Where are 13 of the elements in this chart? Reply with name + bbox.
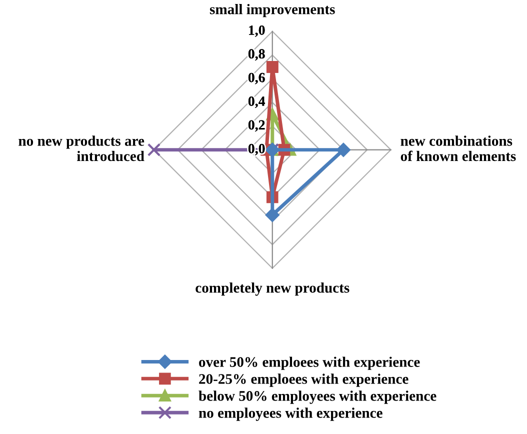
spoke-label: new combinations of known elements (400, 136, 516, 162)
y-tick-label: 0,8 (248, 49, 265, 61)
spoke-label: small improvements (210, 4, 335, 18)
legend-label: below 50% employees with experience (198, 390, 436, 404)
spoke-label: no new products are introduced (18, 136, 144, 162)
legend-label: no employees with experience (198, 408, 382, 421)
y-tick-label: 1,0 (249, 26, 265, 37)
y-tick-label: 0,4 (248, 96, 266, 108)
legend-label: over 50% emploees with experience (199, 356, 420, 370)
spoke-label: completely new products (196, 282, 350, 296)
y-tick-label: 0,2 (248, 120, 265, 132)
legend-label: 20-25% emploees with experience (199, 374, 408, 387)
y-tick-label: 0,6 (248, 72, 265, 84)
